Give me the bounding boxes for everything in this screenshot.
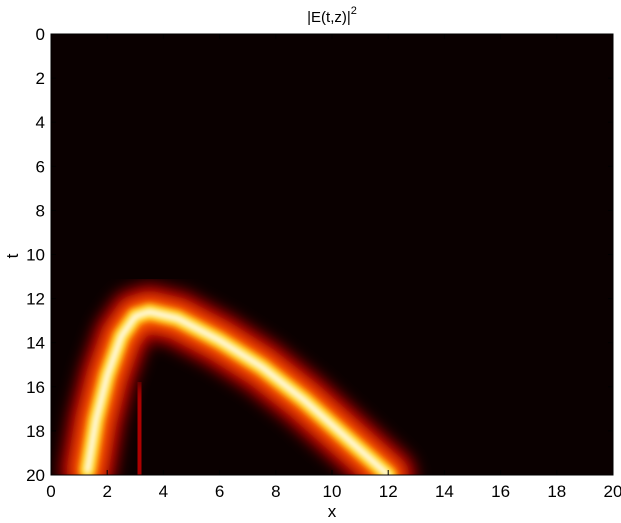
y-tick: 20 xyxy=(26,466,613,485)
y-axis-ticks: 0 2 4 6 8 10 12 14 16 18 20 xyxy=(26,25,613,485)
x-tick: 16 xyxy=(491,34,510,501)
x-tick: 12 xyxy=(379,34,398,501)
x-tick-label: 20 xyxy=(604,482,621,501)
x-tick: 20 xyxy=(604,34,621,501)
x-tick: 14 xyxy=(435,34,454,501)
y-axis-label: t xyxy=(3,253,22,258)
x-tick-label: 8 xyxy=(271,482,280,501)
x-tick: 4 xyxy=(159,34,168,501)
x-tick: 2 xyxy=(102,34,112,501)
y-tick: 4 xyxy=(36,113,613,132)
y-tick-label: 8 xyxy=(36,201,45,220)
chart-title: |E(t,z)|2 xyxy=(307,5,357,26)
y-tick-label: 14 xyxy=(26,334,45,353)
y-tick: 12 xyxy=(26,290,613,309)
y-tick-label: 4 xyxy=(36,113,45,132)
x-tick-label: 12 xyxy=(379,482,398,501)
x-tick: 8 xyxy=(271,34,281,501)
y-tick: 14 xyxy=(26,334,613,353)
x-axis-label: x xyxy=(328,502,337,521)
x-tick-label: 10 xyxy=(323,482,342,501)
y-tick-label: 16 xyxy=(26,378,45,397)
y-tick: 2 xyxy=(36,69,613,88)
y-tick: 10 xyxy=(26,246,613,265)
title-main: |E(t,z)| xyxy=(307,9,351,26)
y-tick-label: 2 xyxy=(36,69,45,88)
x-tick: 10 xyxy=(323,34,342,501)
x-tick-label: 14 xyxy=(435,482,454,501)
x-tick-label: 2 xyxy=(102,482,111,501)
x-tick: 0 xyxy=(46,34,56,501)
y-tick-label: 12 xyxy=(26,290,45,309)
y-tick-label: 6 xyxy=(36,157,45,176)
y-tick: 18 xyxy=(26,422,613,441)
x-tick-label: 18 xyxy=(547,482,566,501)
y-tick-label: 10 xyxy=(26,246,45,265)
y-tick: 8 xyxy=(36,201,613,220)
y-tick: 16 xyxy=(26,378,613,397)
x-tick-label: 16 xyxy=(491,482,510,501)
svg-text:|E(t,z)|2: |E(t,z)|2 xyxy=(307,5,357,26)
x-tick: 6 xyxy=(215,34,224,501)
title-superscript: 2 xyxy=(351,5,357,17)
x-tick-label: 6 xyxy=(215,482,224,501)
y-tick-label: 0 xyxy=(36,25,45,44)
x-axis-ticks: 0 2 4 6 8 10 12 14 16 18 20 xyxy=(46,34,621,501)
x-tick: 18 xyxy=(547,34,566,501)
y-tick: 0 xyxy=(36,25,613,44)
y-tick-label: 20 xyxy=(26,466,45,485)
x-tick-label: 0 xyxy=(46,482,55,501)
x-tick-label: 4 xyxy=(159,482,168,501)
y-tick-label: 18 xyxy=(26,422,45,441)
heatmap-layer xyxy=(57,281,419,475)
y-tick: 6 xyxy=(36,157,613,176)
lower-lobe-core xyxy=(131,390,148,475)
main-arc-core xyxy=(84,308,392,475)
